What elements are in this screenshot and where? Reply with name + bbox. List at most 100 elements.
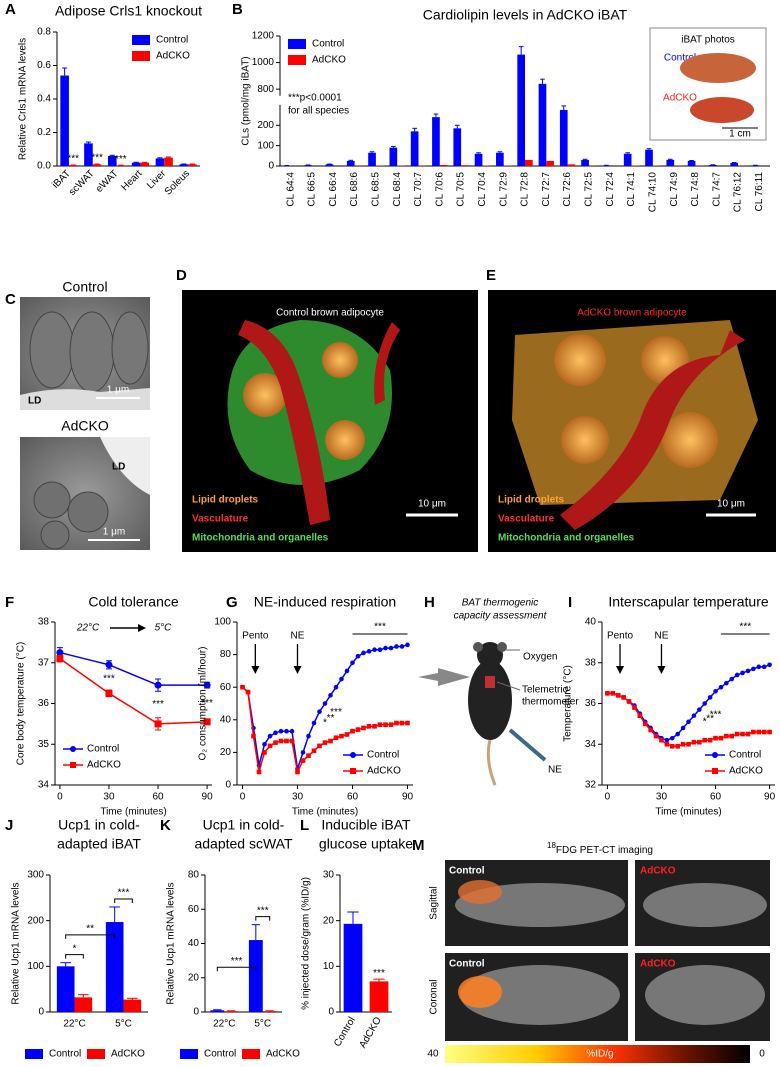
panel-letter: E: [486, 267, 496, 284]
error-bar: [157, 157, 163, 159]
y-tick-label: 0: [328, 1007, 334, 1018]
data-point: [350, 660, 355, 666]
significance: ***: [231, 956, 243, 967]
body-scan: [645, 965, 765, 1025]
bar: [210, 1010, 225, 1012]
data-point: [761, 729, 767, 735]
data-point: [745, 668, 751, 674]
legend-label: AdCKO: [312, 55, 346, 66]
error-bar: [62, 67, 68, 76]
legend-label: AdCKO: [367, 766, 401, 777]
x-tick-label: Soleus: [163, 168, 192, 197]
y-tick-label: 60: [220, 682, 232, 693]
x-tick-label: CL 66:4: [328, 172, 339, 207]
data-point: [262, 741, 267, 747]
bar: [140, 162, 149, 166]
bar: [453, 128, 462, 166]
y-axis-label: Relative Crls1 mRNA levels: [18, 38, 29, 160]
y-tick-label: 100: [257, 140, 274, 151]
data-point: [669, 735, 675, 741]
data-point: [105, 689, 113, 697]
x-tick-label: AdCKO: [357, 1015, 384, 1050]
mitochondrion: [29, 311, 75, 389]
data-point: [388, 645, 394, 651]
panel-letter: B: [232, 1, 243, 18]
bar: [68, 165, 78, 166]
data-point: [289, 728, 295, 734]
legend-marker: [712, 768, 718, 774]
colorbar-label: %ID/g: [586, 1049, 613, 1060]
data-point: [675, 731, 680, 737]
legend-swatch: [242, 1049, 260, 1059]
data-point: [322, 701, 328, 706]
legend-swatch: [87, 1049, 105, 1059]
annotation: for all species: [288, 106, 349, 117]
data-point: [317, 743, 322, 749]
event-label: Pento: [242, 631, 269, 642]
error-bar: [78, 994, 89, 998]
data-point: [372, 724, 377, 729]
x-tick-label: 0: [240, 792, 246, 803]
inset-label: Control: [664, 53, 696, 64]
region-label: LD: [112, 462, 125, 473]
error-bar: [109, 906, 120, 923]
legend-label: AdCKO: [266, 1049, 300, 1060]
data-point: [729, 676, 735, 682]
bar: [538, 83, 547, 166]
legend-label: AdCKO: [87, 760, 121, 771]
data-point: [388, 722, 394, 727]
data-point: [284, 728, 289, 734]
bar: [581, 159, 589, 166]
x-tick-label: 90: [402, 792, 414, 803]
bar: [92, 164, 102, 166]
panel-m: M 18FDG PET-CT imaging Control AdCKO Con…: [412, 837, 770, 1063]
legend-label: AdCKO: [111, 1049, 145, 1060]
data-point: [372, 647, 377, 653]
data-point: [245, 689, 251, 695]
y-axis-label: Relative Ucp1 mRNA levels: [166, 882, 177, 1004]
panel-letter: J: [5, 817, 13, 834]
y-tick-label: 0: [193, 1007, 199, 1018]
data-point: [361, 725, 366, 731]
scale-label: 10 μm: [717, 499, 745, 510]
legend-label: AdCKO: [729, 766, 763, 777]
y-tick-label: 38: [585, 657, 597, 668]
bar: [432, 117, 440, 166]
panel-letter: H: [424, 594, 435, 611]
significance: ***: [739, 622, 751, 633]
syringe: [508, 728, 547, 762]
legend-label: Vasculature: [498, 514, 555, 525]
x-tick-label: 30: [292, 792, 304, 803]
legend-swatch: [25, 1049, 43, 1059]
error-bar: [347, 911, 359, 924]
bar: [304, 165, 312, 166]
legend-marker: [712, 752, 718, 758]
panel-c: C Control LD 1 μm AdCKO LD 1 μm: [5, 279, 150, 550]
error-bar: [412, 127, 417, 132]
data-point: [610, 691, 616, 696]
panel-e: E AdCKO brown adipocyte Lipid droplets V…: [486, 267, 776, 552]
panel-letter: C: [5, 291, 16, 308]
data-point: [702, 701, 708, 706]
significance: *: [703, 716, 707, 727]
mouse-ear: [497, 642, 507, 652]
x-tick-label: CL 64:4: [285, 172, 296, 207]
data-point: [605, 691, 610, 696]
data-point: [377, 722, 383, 727]
error-bar: [348, 159, 354, 161]
y-tick-label: 80: [188, 870, 200, 881]
bar: [179, 164, 189, 166]
mouse-head: [477, 642, 503, 668]
data-point: [632, 705, 637, 710]
chart-title: Inducible iBAT: [321, 817, 411, 833]
colorbar: [445, 1045, 750, 1063]
data-point: [56, 655, 64, 663]
x-tick-label: 60: [710, 792, 722, 803]
diagram-label: Oxygen: [523, 652, 557, 663]
panel-h: H BAT thermogenic capacity assessment Ox…: [418, 594, 579, 786]
data-point: [333, 684, 339, 690]
group-label: AdCKO: [640, 959, 676, 970]
legend-marker: [70, 762, 76, 768]
data-point: [383, 722, 388, 727]
